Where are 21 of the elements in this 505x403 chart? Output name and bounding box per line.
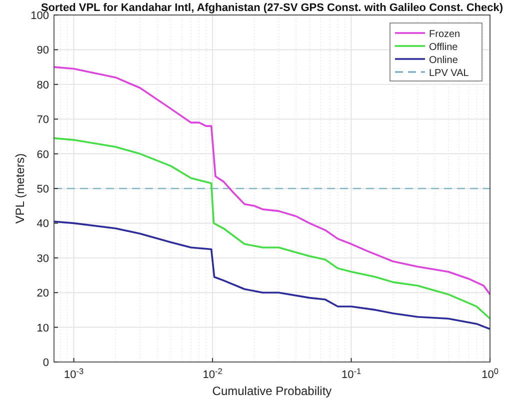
y-tick-label: 100: [30, 10, 49, 22]
y-axis-title: VPL (meters): [13, 153, 27, 224]
legend-label: Offline: [429, 42, 458, 53]
y-tick-label: 50: [36, 184, 49, 196]
y-tick-label: 40: [36, 218, 49, 230]
x-tick-label: 10$^{-3}$: [64, 366, 84, 381]
y-tick-label: 80: [36, 79, 49, 92]
y-tick-label: 70: [36, 114, 49, 126]
x-axis-title: Cumulative Probability: [212, 384, 332, 398]
y-tick-label: 30: [36, 252, 49, 265]
y-tick-label: 0: [42, 357, 49, 369]
x-tick-label: 10$^{-1}$: [341, 366, 362, 381]
y-tick-label: 60: [36, 148, 49, 161]
y-tick-label: 20: [36, 288, 49, 300]
x-tick-label: 10$^{0}$: [482, 366, 499, 381]
legend-label: LPV VAL: [429, 68, 470, 79]
legend-label: Online: [429, 55, 458, 66]
legend-label: Frozen: [429, 29, 460, 40]
y-tick-label: 10: [36, 322, 49, 334]
x-tick-label: 10$^{-2}$: [202, 366, 223, 381]
y-tick-label: 90: [36, 44, 49, 57]
